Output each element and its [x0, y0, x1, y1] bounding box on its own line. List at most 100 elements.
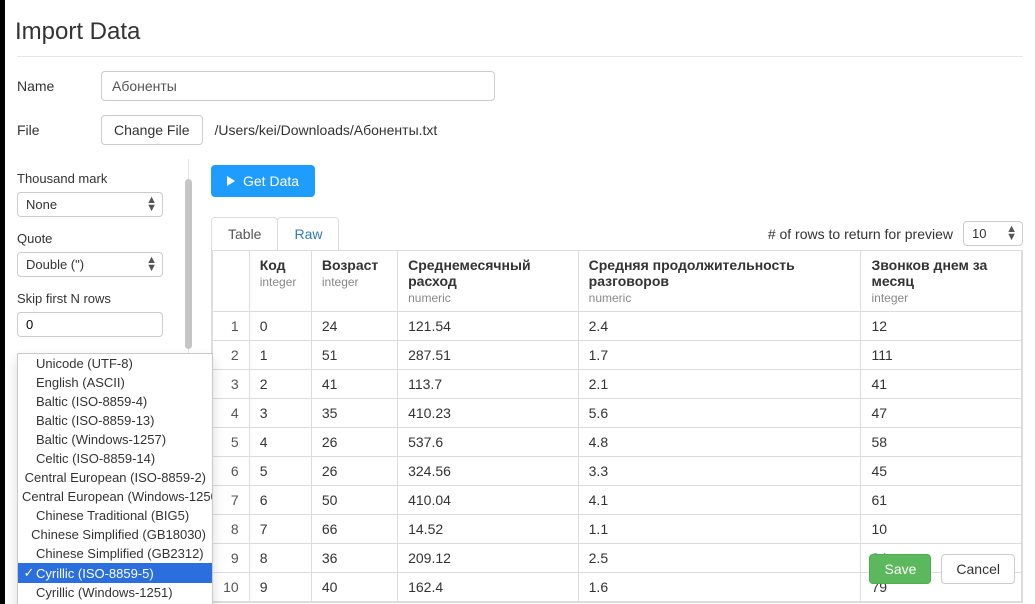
- column-type: integer: [312, 275, 397, 295]
- table-cell: 4.1: [578, 486, 861, 515]
- cancel-button[interactable]: Cancel: [941, 554, 1015, 584]
- table-cell: 61: [861, 486, 1022, 515]
- column-name: Среднемесячный расход: [398, 251, 578, 291]
- table-cell: 113.7: [398, 370, 579, 399]
- encoding-option[interactable]: Chinese Traditional (BIG5): [18, 506, 212, 525]
- skip-rows-input[interactable]: [17, 312, 163, 337]
- quote-select[interactable]: Double ("): [17, 252, 163, 277]
- table-cell: 26: [311, 457, 397, 486]
- column-header[interactable]: Средняя продолжительность разговоровnume…: [578, 251, 861, 312]
- table-row: 5426537.64.858: [213, 428, 1022, 457]
- save-button[interactable]: Save: [869, 554, 931, 584]
- tab-raw[interactable]: Raw: [277, 217, 339, 250]
- table-cell: 1.6: [578, 573, 861, 602]
- encoding-dropdown[interactable]: Unicode (UTF-8)English (ASCII)Baltic (IS…: [17, 353, 213, 604]
- table-cell: 3: [249, 399, 311, 428]
- table-cell: 5: [249, 457, 311, 486]
- row-number: 3: [213, 370, 250, 399]
- encoding-option[interactable]: ✓Cyrillic (ISO-8859-5): [18, 563, 212, 583]
- encoding-option[interactable]: Cyrillic (Windows-1251): [18, 583, 212, 602]
- change-file-button[interactable]: Change File: [101, 115, 203, 145]
- encoding-option-label: Unicode (UTF-8): [36, 356, 133, 371]
- column-header[interactable]: Среднемесячный расходnumeric: [398, 251, 579, 312]
- tab-table[interactable]: Table: [211, 217, 278, 250]
- thousand-mark-label: Thousand mark: [17, 171, 180, 186]
- encoding-option[interactable]: Baltic (Windows-1257): [18, 430, 212, 449]
- table-cell: 324.56: [398, 457, 579, 486]
- table-cell: 410.23: [398, 399, 579, 428]
- column-type: numeric: [398, 291, 578, 311]
- file-path: /Users/kei/Downloads/Абоненты.txt: [215, 122, 438, 138]
- table-cell: 35: [311, 399, 397, 428]
- table-cell: 4.8: [578, 428, 861, 457]
- table-cell: 1.1: [578, 515, 861, 544]
- table-cell: 12: [861, 312, 1022, 341]
- table-cell: 24: [311, 312, 397, 341]
- table-cell: 7: [249, 515, 311, 544]
- encoding-option[interactable]: English (ASCII): [18, 373, 212, 392]
- thousand-mark-select[interactable]: None: [17, 192, 163, 217]
- table-cell: 8: [249, 544, 311, 573]
- table-cell: 4: [249, 428, 311, 457]
- table-row: 1024121.542.412: [213, 312, 1022, 341]
- get-data-button[interactable]: Get Data: [211, 165, 315, 197]
- table-cell: 40: [311, 573, 397, 602]
- get-data-label: Get Data: [243, 173, 299, 189]
- play-icon: [227, 176, 235, 186]
- row-number: 8: [213, 515, 250, 544]
- column-header[interactable]: Звонков днем за месяцinteger: [861, 251, 1022, 312]
- table-cell: 121.54: [398, 312, 579, 341]
- table-cell: 410.04: [398, 486, 579, 515]
- column-type: integer: [250, 275, 311, 295]
- row-number: 1: [213, 312, 250, 341]
- encoding-option[interactable]: Chinese Simplified (GB18030): [18, 525, 212, 544]
- table-row: 2151287.511.7111: [213, 341, 1022, 370]
- data-table: КодintegerВозрастintegerСреднемесячный р…: [212, 250, 1022, 602]
- table-cell: 2.4: [578, 312, 861, 341]
- table-cell: 162.4: [398, 573, 579, 602]
- divider: [17, 56, 1023, 57]
- row-number: 2: [213, 341, 250, 370]
- encoding-option[interactable]: Baltic (ISO-8859-4): [18, 392, 212, 411]
- table-cell: 14.52: [398, 515, 579, 544]
- encoding-option[interactable]: Unicode (UTF-8): [18, 354, 212, 373]
- preview-rows-label: # of rows to return for preview: [768, 226, 953, 242]
- table-cell: 6: [249, 486, 311, 515]
- preview-rows-select[interactable]: 10: [963, 221, 1023, 246]
- row-number: 7: [213, 486, 250, 515]
- table-cell: 1.7: [578, 341, 861, 370]
- encoding-option-label: Chinese Traditional (BIG5): [36, 508, 189, 523]
- table-cell: 537.6: [398, 428, 579, 457]
- data-table-wrap: КодintegerВозрастintegerСреднемесячный р…: [211, 250, 1023, 603]
- name-label: Name: [17, 78, 101, 94]
- column-type: numeric: [579, 291, 861, 311]
- encoding-option[interactable]: Chinese Simplified (GB2312): [18, 544, 212, 563]
- table-cell: 36: [311, 544, 397, 573]
- table-cell: 41: [861, 370, 1022, 399]
- table-row: 4335410.235.647: [213, 399, 1022, 428]
- table-cell: 0: [249, 312, 311, 341]
- encoding-option-label: Chinese Simplified (GB2312): [36, 546, 204, 561]
- column-name: Звонков днем за месяц: [861, 251, 1021, 291]
- table-cell: 10: [861, 515, 1022, 544]
- encoding-option[interactable]: Central European (Windows-1250): [18, 487, 212, 506]
- column-type: integer: [861, 291, 1021, 311]
- table-cell: 1: [249, 341, 311, 370]
- table-cell: 209.12: [398, 544, 579, 573]
- table-cell: 50: [311, 486, 397, 515]
- column-name: Возраст: [312, 251, 397, 275]
- encoding-option[interactable]: Celtic (ISO-8859-14): [18, 449, 212, 468]
- table-row: 7650410.044.161: [213, 486, 1022, 515]
- table-cell: 26: [311, 428, 397, 457]
- table-cell: 111: [861, 341, 1022, 370]
- column-header[interactable]: Кодinteger: [249, 251, 311, 312]
- table-row: 876614.521.110: [213, 515, 1022, 544]
- table-row: 3241113.72.141: [213, 370, 1022, 399]
- name-input[interactable]: [101, 71, 495, 101]
- table-cell: 287.51: [398, 341, 579, 370]
- encoding-option[interactable]: Baltic (ISO-8859-13): [18, 411, 212, 430]
- encoding-option-label: Baltic (ISO-8859-13): [36, 413, 155, 428]
- column-header[interactable]: Возрастinteger: [311, 251, 397, 312]
- encoding-option[interactable]: Central European (ISO-8859-2): [18, 468, 212, 487]
- column-name: Код: [250, 251, 311, 275]
